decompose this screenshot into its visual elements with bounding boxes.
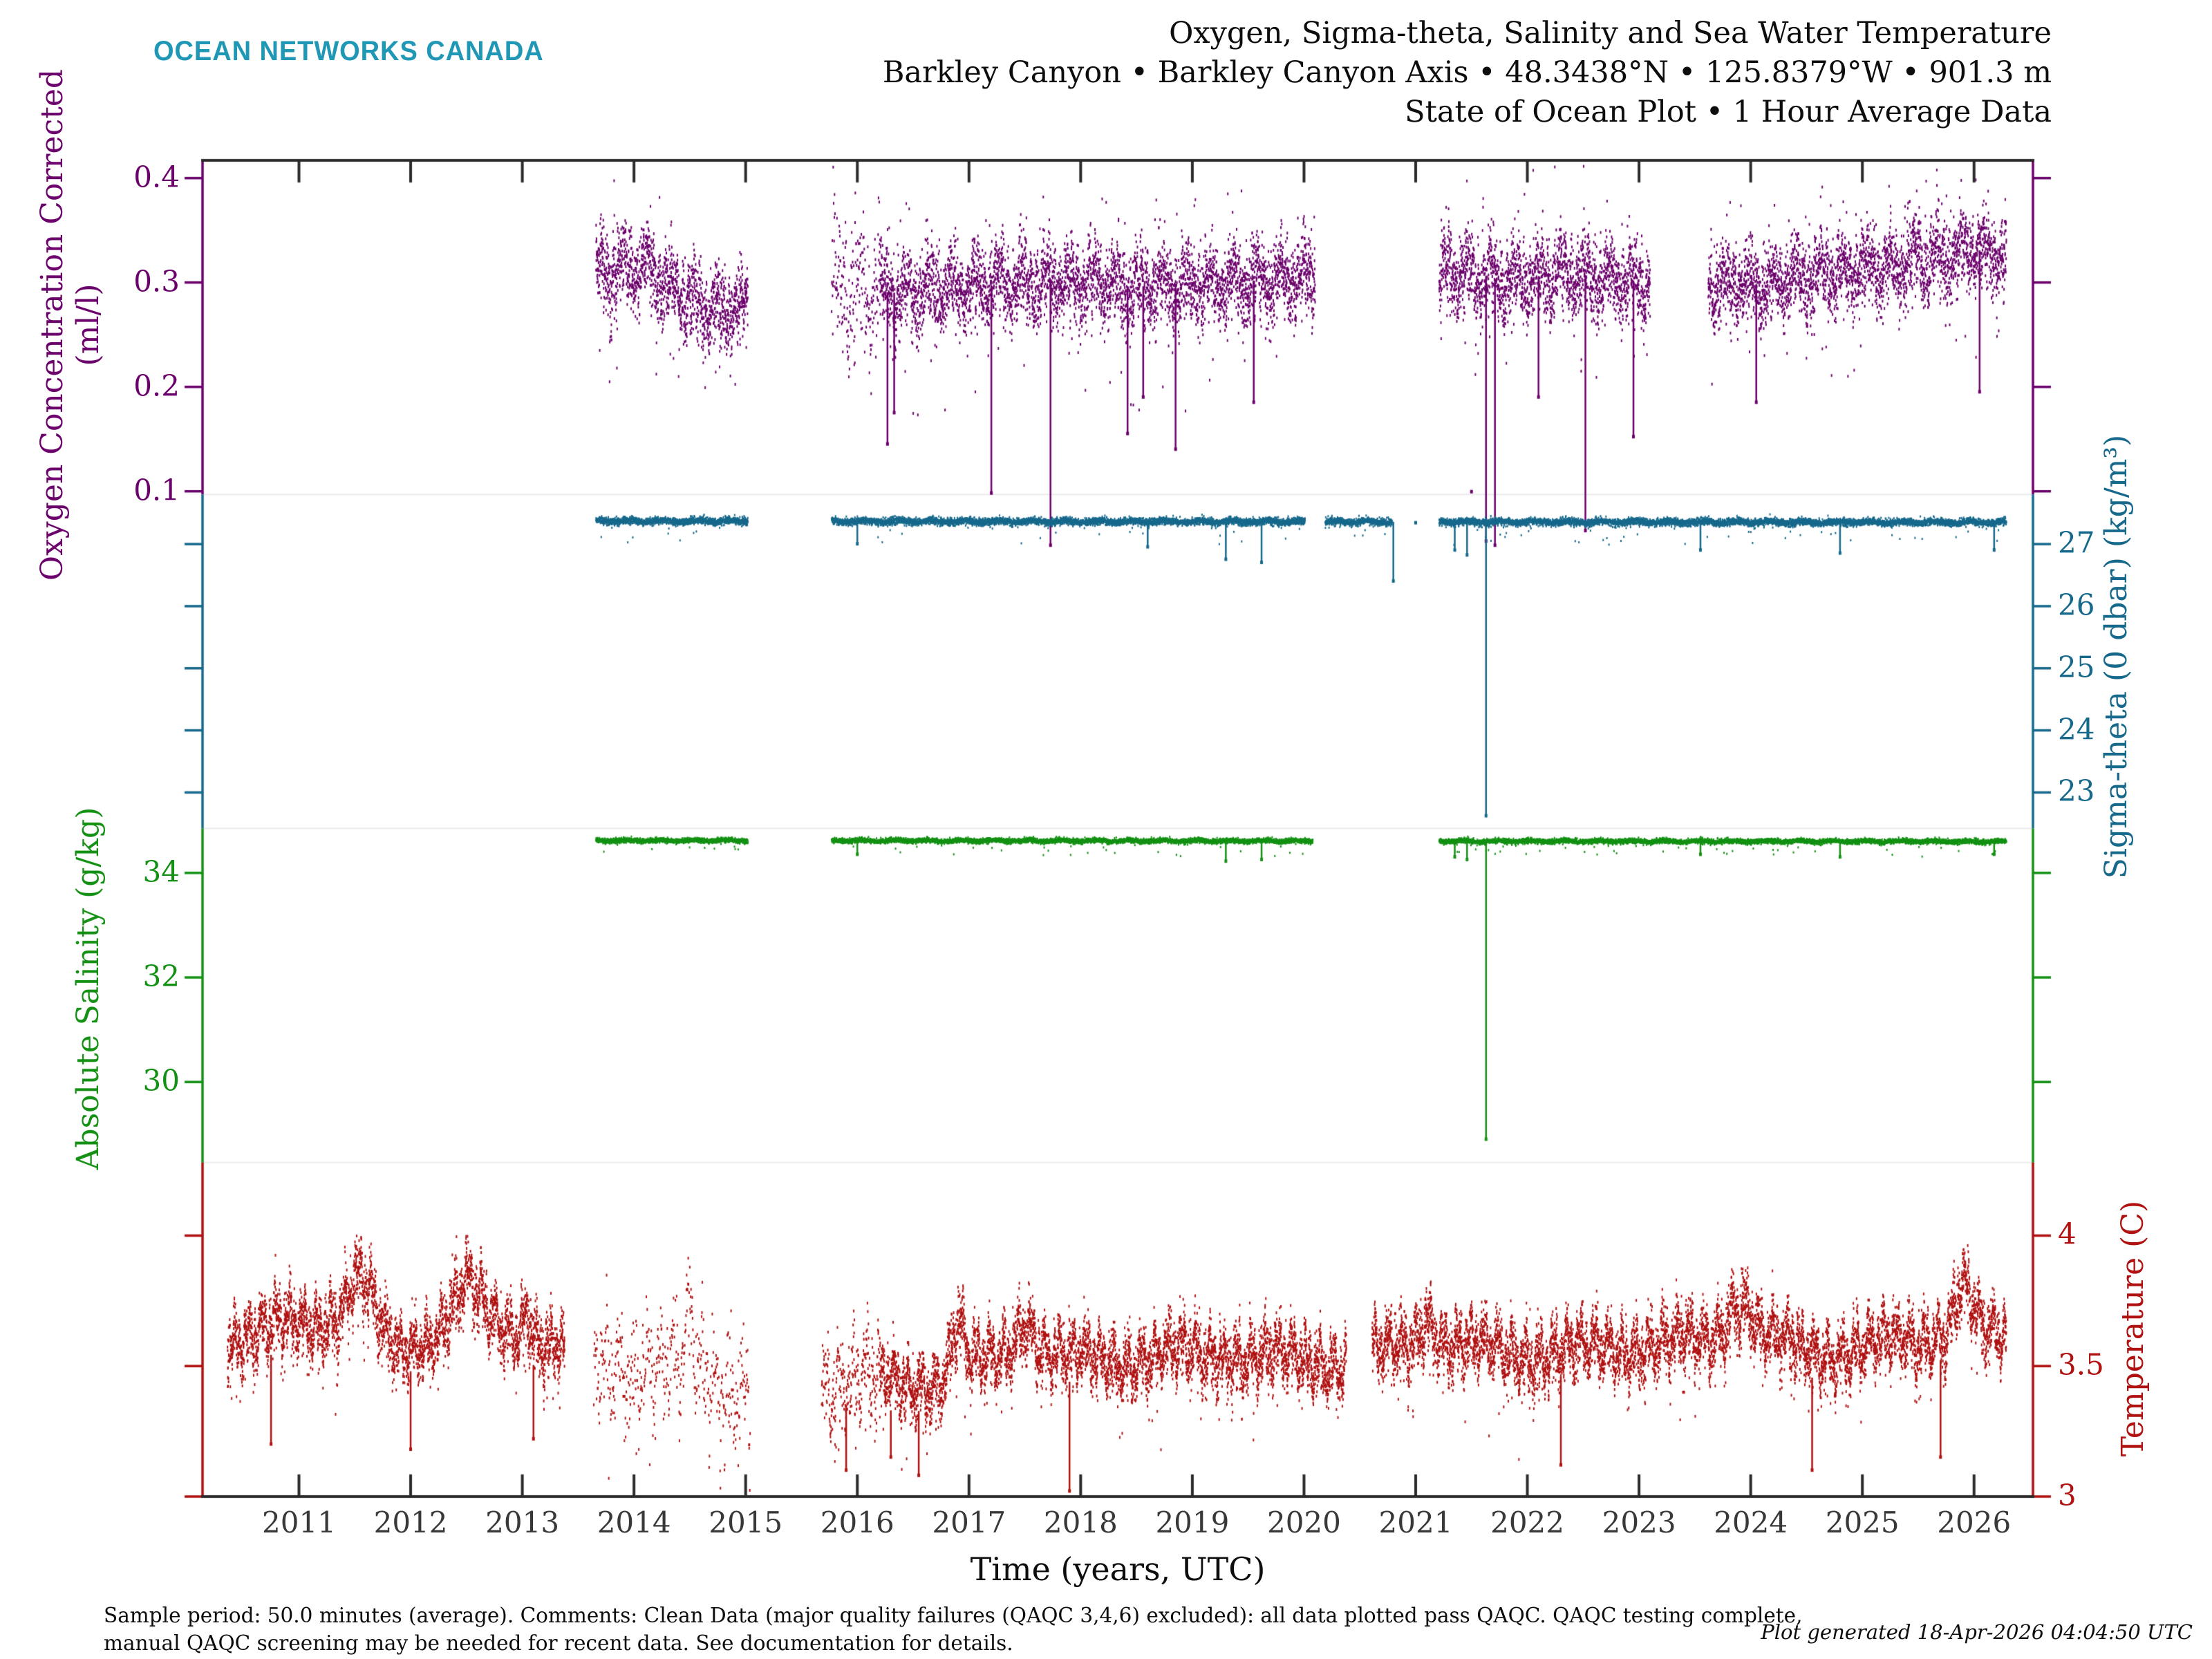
year-tick-label: 2020 (1266, 1506, 1341, 1539)
plot-title-line2: Barkley Canyon • Barkley Canyon Axis • 4… (882, 55, 2052, 90)
ocean-networks-canada-logo: OCEAN NETWORKS CANADA (153, 36, 544, 66)
oxygen-tick-label: 0.3 (133, 264, 180, 299)
year-tick-label: 2015 (709, 1506, 783, 1539)
oxygen-tick-label: 0.4 (133, 160, 180, 194)
year-tick-label: 2011 (262, 1506, 336, 1539)
year-tick-label: 2019 (1155, 1506, 1230, 1539)
year-tick-label: 2025 (1825, 1506, 1900, 1539)
plot-title-block: Oxygen, Sigma-theta, Salinity and Sea Wa… (883, 14, 2052, 132)
temperature-tick-label: 3 (2058, 1478, 2077, 1512)
year-tick-label: 2016 (820, 1506, 894, 1539)
year-tick-label: 2023 (1602, 1506, 1676, 1539)
oxygen-axis-label-line1: Oxygen Concentration Corrected (35, 68, 70, 581)
temperature-axis-label: Temperature (C) (2115, 1200, 2150, 1457)
year-tick-label: 2026 (1937, 1506, 2012, 1539)
plot-title-line1: Oxygen, Sigma-theta, Salinity and Sea Wa… (1169, 16, 2052, 50)
year-tick-label: 2017 (932, 1506, 1006, 1539)
salinity-tick-label: 30 (142, 1063, 180, 1098)
salinity-tick-label: 32 (142, 959, 180, 993)
year-tick-label: 2024 (1714, 1506, 1788, 1539)
sigma-theta-tick-label: 27 (2058, 525, 2095, 560)
year-tick-label: 2021 (1378, 1506, 1453, 1539)
year-tick-label: 2013 (485, 1506, 560, 1539)
x-axis-label: Time (years, UTC) (970, 1550, 1266, 1588)
year-tick-label: 2012 (373, 1506, 448, 1539)
sigma-theta-tick-label: 25 (2058, 650, 2095, 684)
oxygen-tick-label: 0.2 (133, 368, 180, 403)
temperature-tick-label: 3.5 (2058, 1347, 2104, 1382)
temperature-tick-label: 4 (2058, 1217, 2077, 1251)
plot-title-line3: State of Ocean Plot • 1 Hour Average Dat… (1405, 95, 2052, 129)
sigma-theta-tick-label: 24 (2058, 712, 2095, 747)
caption-line1: Sample period: 50.0 minutes (average). C… (104, 1604, 1803, 1627)
year-tick-label: 2018 (1043, 1506, 1118, 1539)
sigma-theta-tick-label: 23 (2058, 774, 2095, 808)
caption-line2: manual QAQC screening may be needed for … (104, 1631, 1013, 1655)
oxygen-tick-label: 0.1 (133, 473, 180, 507)
sigma-theta-axis-label: Sigma-theta (0 dbar) (kg/m³) (2099, 434, 2134, 879)
year-tick-label: 2022 (1490, 1506, 1564, 1539)
plot-generated-timestamp: Plot generated 18-Apr-2026 04:04:50 UTC (1761, 1620, 2193, 1644)
sigma-theta-tick-label: 26 (2058, 588, 2095, 622)
year-tick-label: 2014 (597, 1506, 671, 1539)
salinity-tick-label: 34 (142, 854, 180, 889)
